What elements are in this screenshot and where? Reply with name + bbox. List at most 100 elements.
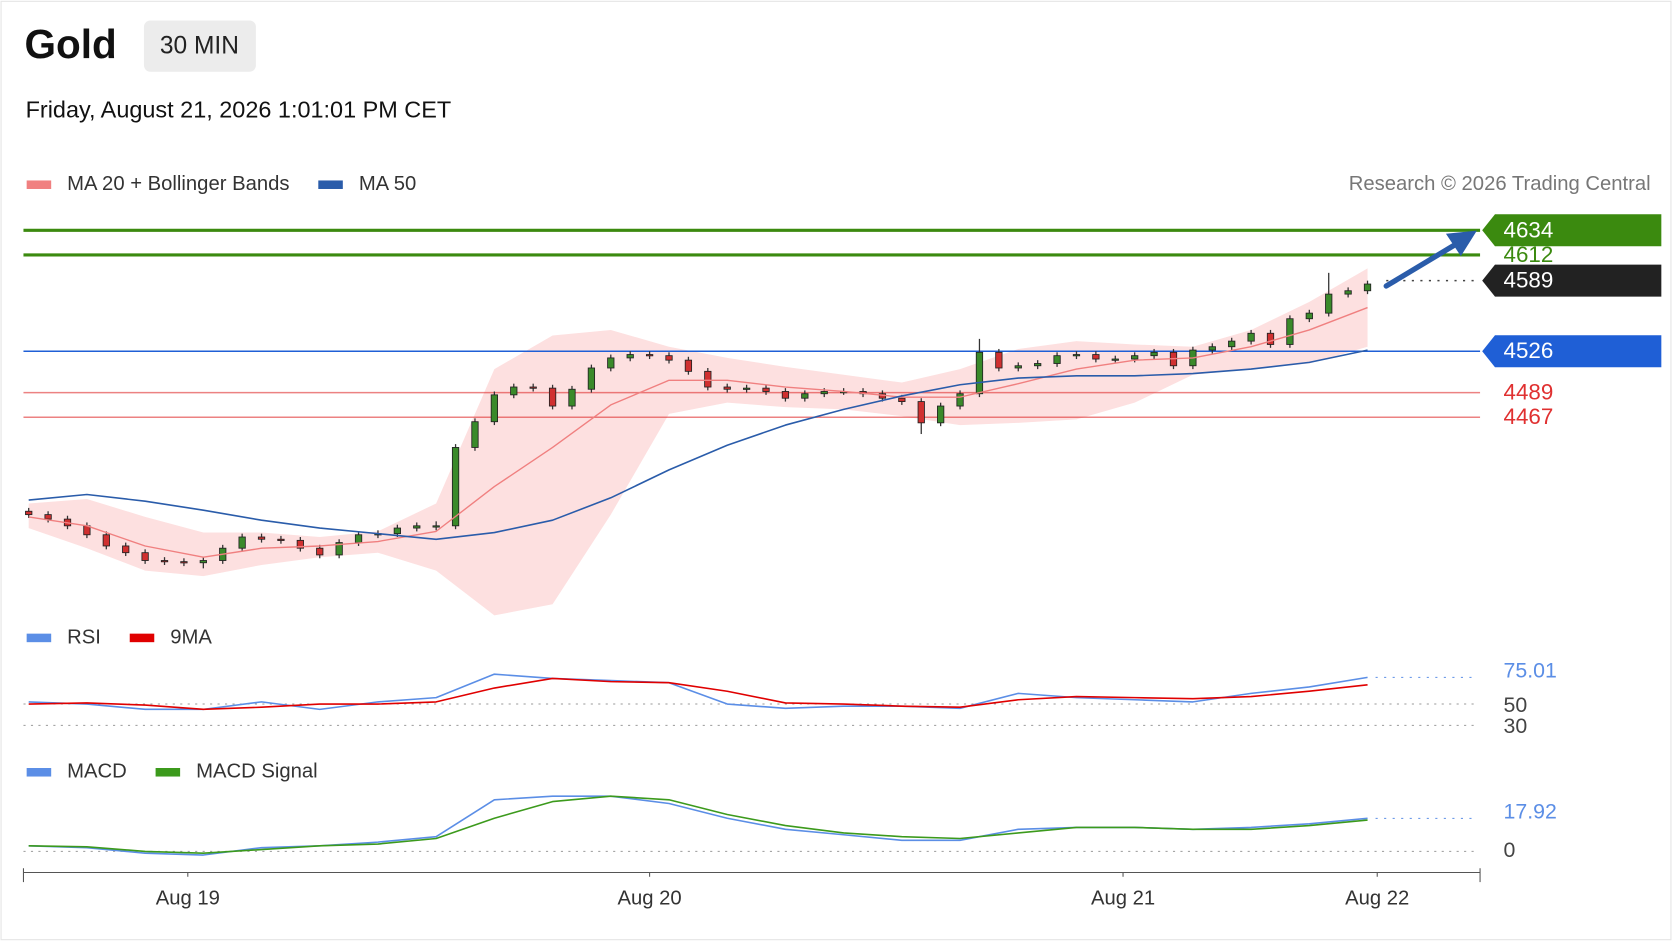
marks: MA 20 + Bollinger Bands MA 50 Aug 19 Aug 20…: [23, 173, 1662, 910]
candle-body: [995, 351, 1003, 369]
last-value-label: 75.01: [1504, 659, 1557, 683]
candle-body: [451, 447, 460, 527]
timeframe-badge: [143, 20, 256, 72]
arrow: [1383, 241, 1459, 289]
candle-body: [180, 561, 188, 564]
candle-body: [1053, 355, 1061, 364]
candle-body: [762, 387, 770, 392]
candle-body: [354, 534, 363, 544]
candle-body: [238, 536, 246, 549]
legend-label: MA 20 + Bollinger Bands: [67, 173, 289, 195]
candle-body: [44, 514, 52, 520]
indicator-line: [28, 673, 1368, 711]
candle-body: [548, 387, 557, 407]
candle-body: [335, 542, 343, 556]
candle-body: [956, 393, 964, 407]
candle-body: [1325, 293, 1333, 314]
candle-body: [1344, 290, 1352, 295]
candle-body: [510, 386, 518, 396]
candle-body: [432, 525, 440, 528]
candle-body: [626, 354, 634, 359]
candle-body: [1247, 332, 1255, 342]
candle-body: [1266, 332, 1275, 345]
candle-body: [199, 560, 207, 564]
candle-body: [917, 401, 925, 424]
candle-body: [122, 545, 130, 554]
x-tick-label: Aug 20: [618, 888, 682, 910]
candle-body: [160, 560, 169, 563]
candle-body: [413, 525, 421, 529]
candle-body: [1034, 363, 1042, 367]
candle-body: [781, 391, 790, 399]
legend-label: MA 50: [359, 173, 416, 195]
candle-body: [1092, 354, 1100, 360]
candle-body: [1305, 312, 1313, 320]
ma-line: [28, 349, 1368, 541]
candle-body: [801, 393, 809, 399]
legend-label: RSI: [67, 626, 101, 648]
candle-body: [645, 354, 654, 357]
candle-body: [1131, 355, 1139, 360]
candle-body: [937, 405, 945, 424]
candle-body: [587, 367, 596, 390]
candle-body: [102, 534, 110, 547]
candle-body: [820, 391, 828, 395]
y-tick-label: 50: [1504, 693, 1528, 717]
level-label: 4467: [1504, 404, 1554, 429]
candle-body: [1111, 358, 1119, 361]
candle-body: [898, 397, 906, 402]
candle-body: [393, 527, 401, 535]
candle-body: [141, 552, 149, 561]
level-label: 4634: [1504, 217, 1554, 242]
level-label: 4526: [1504, 338, 1554, 363]
level-box: [1482, 264, 1662, 297]
x-tick-label: Aug 22: [1345, 888, 1409, 910]
candle-body: [277, 538, 285, 541]
y-tick-label: 0: [1504, 838, 1516, 862]
x-tick-label: Aug 21: [1091, 888, 1155, 910]
candle-body: [568, 388, 576, 407]
candle-body: [529, 386, 537, 389]
bollinger-band: [28, 268, 1368, 616]
legend-swatch: [129, 633, 155, 643]
legend-label: 9MA: [170, 626, 212, 648]
candle-body: [975, 351, 984, 395]
candle-body: [1208, 346, 1216, 351]
x-tick-label: Aug 19: [156, 888, 220, 910]
y-tick-label: 30: [1504, 714, 1528, 738]
candle-body: [1014, 365, 1022, 369]
candle-body: [1228, 340, 1236, 348]
legend-label: MACD Signal: [196, 761, 318, 783]
candle-body: [316, 547, 324, 556]
legend-swatch: [26, 180, 52, 189]
timeframe: 30 MIN: [160, 33, 239, 60]
title: Gold: [25, 21, 117, 67]
candle-body: [665, 355, 673, 361]
legend-swatch: [26, 768, 52, 777]
candle-body: [684, 359, 693, 372]
legend-label: MACD: [67, 761, 127, 783]
level-box: [1482, 214, 1662, 247]
level-label: 4612: [1504, 242, 1554, 267]
credit: Research © 2026 Trading Central: [1349, 173, 1651, 195]
candle-body: [607, 357, 615, 369]
candle-body: [490, 394, 499, 423]
legend-swatch: [155, 768, 181, 777]
candle-body: [471, 421, 479, 448]
candle-body: [1150, 351, 1158, 357]
candle-body: [704, 370, 712, 388]
indicator-line: [28, 677, 1368, 711]
level-box: [1482, 335, 1662, 368]
level-label: 4489: [1504, 380, 1554, 405]
indicator-line: [28, 795, 1368, 855]
last-value-label: 17.92: [1504, 800, 1557, 824]
ma-line: [28, 306, 1368, 558]
candle-body: [723, 386, 731, 390]
candle-body: [25, 510, 33, 516]
subtitle: Friday, August 21, 2026 1:01:01 PM CET: [26, 96, 452, 122]
candle-body: [296, 539, 304, 549]
arrow-head: [1445, 230, 1477, 257]
legend-swatch: [318, 180, 343, 189]
